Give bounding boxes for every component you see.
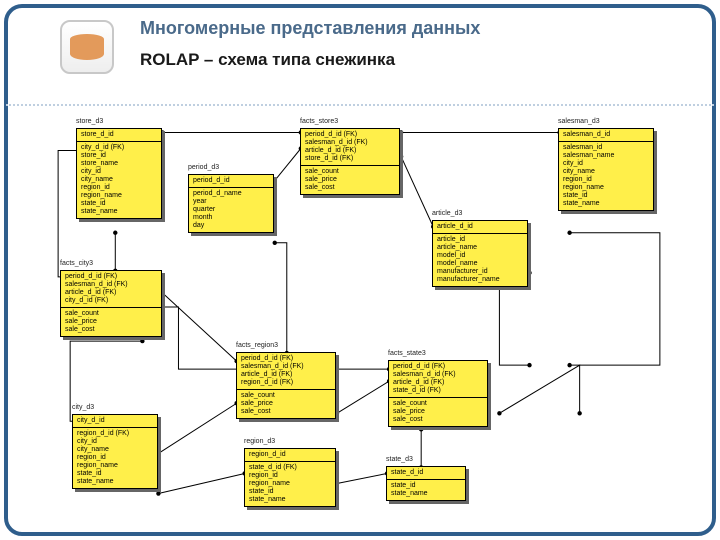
table-salesman_d3: salesman_d3salesman_d_idsalesman_idsales… (558, 128, 654, 211)
table-caption: facts_region3 (236, 342, 278, 350)
diagram-canvas: store_d3store_d_idcity_d_id (FK)store_id… (18, 112, 702, 526)
table-caption: region_d3 (244, 438, 275, 446)
table-caption: article_d3 (432, 210, 462, 218)
table-facts_region3: facts_region3period_d_id (FK)salesman_d_… (236, 352, 336, 419)
table-caption: city_d3 (72, 404, 94, 412)
table-caption: facts_store3 (300, 118, 338, 126)
database-icon (70, 34, 104, 60)
table-store_d3: store_d3store_d_idcity_d_id (FK)store_id… (76, 128, 162, 219)
table-period_d3: period_d3period_d_idperiod_d_nameyearqua… (188, 174, 274, 233)
table-facts_city3: facts_city3period_d_id (FK)salesman_d_id… (60, 270, 162, 337)
table-state_d3: state_d3state_d_idstate_idstate_name (386, 466, 466, 501)
table-article_d3: article_d3article_d_idarticle_idarticle_… (432, 220, 528, 287)
header: Многомерные представления данных ROLAP –… (60, 14, 680, 94)
table-caption: facts_city3 (60, 260, 93, 268)
table-caption: facts_state3 (388, 350, 426, 358)
db-icon-box (60, 20, 114, 74)
table-caption: salesman_d3 (558, 118, 600, 126)
slide-subtitle: ROLAP – схема типа снежинка (140, 50, 395, 70)
table-facts_store3: facts_store3period_d_id (FK)salesman_d_i… (300, 128, 400, 195)
table-region_d3: region_d3region_d_idstate_d_id (FK)regio… (244, 448, 336, 507)
slide-title: Многомерные представления данных (140, 18, 480, 39)
table-city_d3: city_d3city_d_idregion_d_id (FK)city_idc… (72, 414, 158, 489)
table-caption: period_d3 (188, 164, 219, 172)
table-caption: state_d3 (386, 456, 413, 464)
divider (6, 104, 714, 106)
table-caption: store_d3 (76, 118, 103, 126)
table-facts_state3: facts_state3period_d_id (FK)salesman_d_i… (388, 360, 488, 427)
